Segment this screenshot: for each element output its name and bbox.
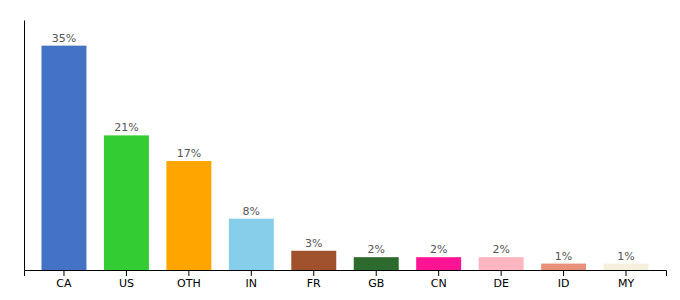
data-label: 3% — [305, 237, 322, 250]
x-axis-line — [25, 271, 667, 277]
x-tick-label: ID — [558, 277, 570, 290]
data-label: 8% — [243, 205, 260, 218]
x-tick: CA — [56, 270, 72, 290]
bar — [104, 135, 149, 270]
x-tick-mark — [188, 270, 189, 276]
x-tick: GB — [368, 270, 384, 290]
x-tick: FR — [307, 270, 321, 290]
data-label: 35% — [52, 32, 76, 45]
data-label: 17% — [177, 147, 201, 160]
x-tick-mark — [251, 270, 252, 276]
plot: 35% 21% 17% 8% 3% 2% 2% 2% 1% 1% CA US OTH IN FR GB CN DE… — [25, 21, 667, 290]
x-tick-mark — [63, 270, 64, 276]
x-tick-label: CA — [56, 277, 72, 290]
y-axis-line — [24, 21, 25, 271]
x-tick: IN — [246, 270, 257, 290]
x-tick: CN — [431, 270, 447, 290]
bars — [41, 46, 648, 270]
data-label: 2% — [492, 243, 509, 256]
x-tick: OTH — [177, 270, 201, 290]
x-tick-label: US — [119, 277, 134, 290]
x-tick-mark — [126, 270, 127, 276]
x-tick: MY — [618, 270, 634, 290]
bar — [229, 219, 274, 270]
data-label: 2% — [367, 243, 384, 256]
x-tick-label: DE — [493, 277, 508, 290]
x-tick-mark — [626, 270, 627, 276]
y-axis — [24, 21, 25, 271]
bar — [604, 264, 649, 270]
x-tick-mark — [313, 270, 314, 276]
data-label: 2% — [430, 243, 447, 256]
bar — [354, 257, 399, 270]
data-label: 1% — [617, 250, 634, 263]
x-tick-mark — [563, 270, 564, 276]
x-tick-label: CN — [431, 277, 447, 290]
x-tick-mark — [501, 270, 502, 276]
x-tick-label: MY — [618, 277, 634, 290]
data-label: 21% — [114, 121, 138, 134]
x-tick: US — [119, 270, 134, 290]
x-tick-label: FR — [307, 277, 321, 290]
chart: 35% 21% 17% 8% 3% 2% 2% 2% 1% 1% CA US OTH IN FR GB CN DE… — [0, 0, 680, 300]
bar — [416, 257, 461, 270]
bar — [479, 257, 524, 270]
bar — [291, 251, 336, 270]
x-tick-label: IN — [246, 277, 257, 290]
x-tick-mark — [376, 270, 377, 276]
bar — [166, 161, 211, 270]
x-tick-label: OTH — [177, 277, 201, 290]
x-axis: CA US OTH IN FR GB CN DE ID MY — [25, 270, 667, 290]
x-tick: DE — [493, 270, 508, 290]
bar — [541, 264, 586, 270]
x-tick-label: GB — [368, 277, 384, 290]
data-label: 1% — [555, 250, 572, 263]
x-tick: ID — [558, 270, 570, 290]
bar — [41, 46, 86, 270]
data-labels: 35% 21% 17% 8% 3% 2% 2% 2% 1% 1% — [52, 32, 635, 263]
x-tick-mark — [438, 270, 439, 276]
